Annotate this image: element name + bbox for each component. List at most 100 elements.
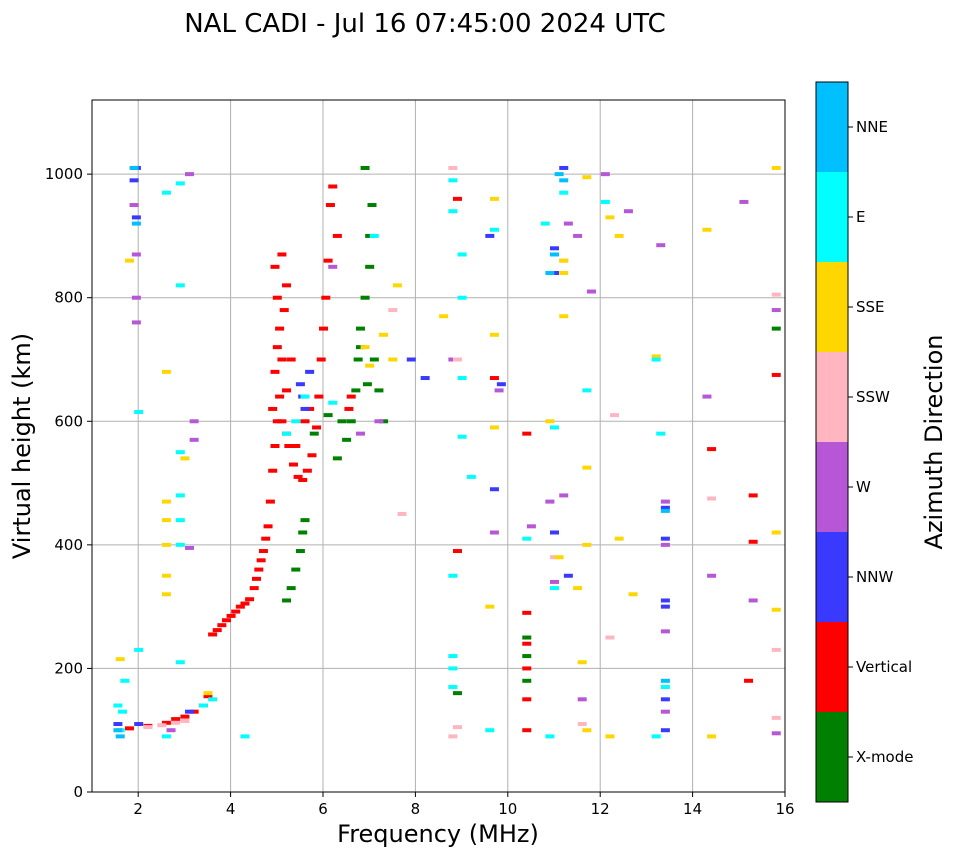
point-e [118, 709, 128, 714]
point-sse [439, 314, 449, 319]
point-x-mode [323, 413, 333, 418]
colorbar-tick-label: SSE [856, 298, 885, 316]
point-sse [559, 314, 569, 319]
point-e [291, 419, 301, 424]
point-sse [161, 592, 171, 597]
point-w [656, 243, 666, 248]
point-vertical [321, 295, 331, 300]
point-nnw [550, 530, 559, 535]
point-vertical [284, 444, 294, 448]
point-nnw [489, 487, 499, 492]
point-vertical [245, 597, 255, 602]
point-vertical [268, 468, 278, 473]
point-vertical [300, 419, 310, 424]
x-axis-label: Frequency (MHz) [337, 820, 539, 848]
point-w [355, 431, 365, 436]
point-e [559, 190, 569, 195]
point-vertical [277, 357, 287, 362]
point-w [185, 545, 195, 550]
point-vertical [272, 345, 282, 350]
colorbar-swatch [816, 82, 848, 172]
point-nnw [660, 728, 670, 733]
point-e [175, 660, 185, 665]
point-x-mode [365, 264, 375, 269]
point-e [282, 431, 292, 436]
point-e [369, 233, 379, 238]
point-e [175, 181, 185, 186]
point-ssw [448, 734, 458, 739]
point-sse [489, 332, 499, 337]
x-tick-label: 8 [411, 800, 421, 818]
point-w [559, 493, 569, 498]
point-sse [614, 536, 624, 541]
point-vertical [344, 406, 354, 411]
colorbar-frame [815, 81, 849, 803]
point-vertical [161, 720, 171, 725]
point-e [489, 227, 499, 232]
x-axis-ticks: 2 4 6 8 10 12 14 16 [133, 792, 795, 818]
point-sse [161, 542, 171, 547]
point-vertical [522, 728, 532, 733]
colorbar-tick-label: SSW [856, 388, 890, 406]
point-sse [489, 425, 499, 430]
point-e [545, 734, 555, 739]
point-e [457, 376, 467, 381]
point-e [550, 586, 559, 591]
point-x-mode [452, 691, 462, 696]
point-e [175, 518, 185, 523]
point-vertical [203, 694, 213, 699]
point-e [175, 283, 185, 288]
point-nnw [131, 215, 141, 220]
point-vertical [312, 425, 322, 430]
point-e [161, 734, 171, 739]
point-nnw [300, 406, 310, 411]
point-vertical [254, 567, 264, 572]
point-e [120, 678, 130, 683]
point-w [526, 524, 536, 529]
point-vertical [272, 295, 282, 300]
point-sse [582, 542, 592, 547]
point-w [702, 394, 712, 399]
point-w [748, 598, 758, 603]
point-x-mode [295, 549, 305, 554]
point-vertical [249, 586, 259, 591]
point-e [175, 542, 185, 547]
point-vertical [265, 499, 275, 504]
point-e [448, 654, 458, 659]
point-w [771, 731, 781, 736]
point-nne [660, 678, 670, 683]
point-ssw [610, 413, 620, 418]
point-vertical [217, 623, 227, 628]
x-tick-label: 16 [775, 800, 794, 818]
point-vertical [346, 394, 356, 399]
point-w [563, 221, 573, 226]
point-sse [582, 465, 592, 470]
point-sse [628, 592, 638, 597]
point-nne [545, 271, 555, 275]
point-vertical [277, 419, 287, 424]
point-w [129, 203, 139, 208]
point-sse [771, 165, 781, 170]
point-e [175, 493, 185, 498]
point-x-mode [291, 567, 301, 572]
point-vertical [279, 308, 289, 313]
point-vertical [314, 394, 324, 399]
y-tick-label: 800 [54, 289, 83, 307]
y-axis-ticks: 0 200 400 600 800 1000 [45, 165, 92, 801]
point-x-mode [360, 295, 370, 300]
point-nnw [485, 233, 495, 238]
point-nne [113, 728, 123, 733]
point-nnw [563, 573, 573, 578]
point-sse [605, 734, 615, 739]
point-e [240, 734, 250, 739]
point-w [577, 697, 587, 702]
point-sse [379, 332, 389, 337]
point-nne [115, 734, 125, 739]
point-w [623, 209, 633, 214]
point-sse [651, 354, 661, 359]
point-vertical [707, 447, 717, 452]
point-e [134, 647, 144, 652]
point-vertical [226, 613, 236, 618]
point-nne [550, 252, 559, 257]
point-x-mode [369, 357, 379, 362]
